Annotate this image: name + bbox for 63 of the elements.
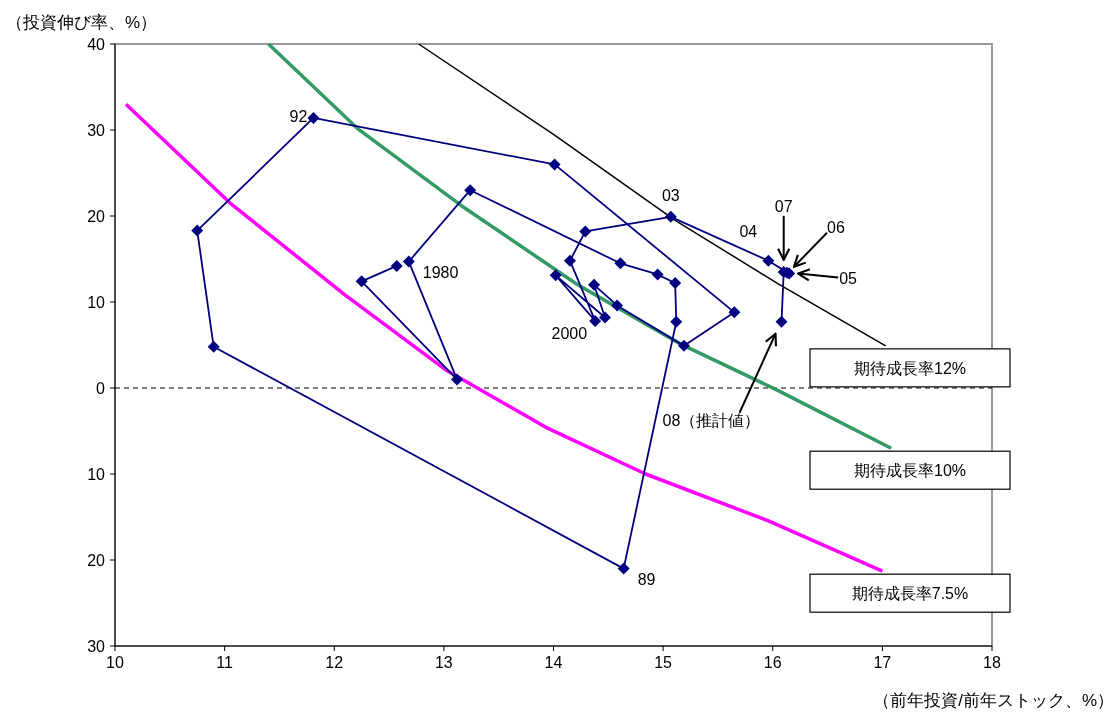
x-tick-label: 16 (763, 654, 782, 671)
point (614, 257, 627, 270)
x-tick-label: 17 (873, 654, 892, 671)
point (579, 225, 592, 238)
annotation: 07 (774, 197, 793, 215)
series-label: 期待成長率7.5% (851, 585, 969, 603)
y-tick-label: 40 (87, 35, 106, 53)
y-tick-label: 10 (87, 465, 106, 483)
annotation: 08（推計値） (662, 411, 761, 429)
point (611, 299, 624, 312)
annotation: 1980 (422, 263, 459, 281)
point (762, 254, 775, 267)
point (775, 315, 788, 328)
annotation: 05 (839, 269, 858, 287)
point (669, 277, 682, 290)
label-box: 期待成長率10% (809, 450, 1011, 490)
x-tick-label: 12 (325, 654, 344, 671)
annotation: 06 (827, 218, 845, 236)
point (402, 255, 415, 268)
point (191, 224, 204, 237)
point (651, 268, 664, 281)
point (464, 184, 477, 197)
y-tick-label: 30 (87, 121, 106, 139)
point (451, 373, 464, 386)
series-label: 期待成長率12% (853, 359, 967, 377)
point (589, 314, 602, 327)
point (549, 269, 562, 282)
y-axis-title: （投資伸び率、%） (6, 13, 158, 32)
annotation: 2000 (551, 324, 588, 342)
annotation: 03 (661, 186, 680, 204)
label-box: 期待成長率12% (809, 348, 1011, 388)
x-tick-label: 10 (106, 654, 124, 671)
y-tick-label: 0 (96, 379, 106, 397)
point (588, 278, 601, 291)
point (548, 158, 561, 171)
point (307, 111, 320, 124)
line-series (124, 102, 885, 573)
label-box: 期待成長率7.5% (809, 573, 1011, 613)
x-axis-title: （前年投資/前年ストック、%） (873, 691, 1114, 710)
x-tick-label: 14 (544, 654, 563, 671)
y-tick-label: 20 (87, 551, 106, 569)
line-series (417, 43, 887, 347)
point (599, 311, 612, 324)
x-tick-label: 18 (983, 654, 1001, 671)
point (677, 339, 690, 352)
point (617, 562, 630, 575)
annotation: 89 (637, 570, 656, 588)
y-tick-label: 10 (87, 293, 106, 311)
x-tick-label: 11 (216, 654, 234, 671)
point (664, 210, 677, 223)
y-tick-label: 30 (87, 637, 106, 655)
point (670, 315, 683, 328)
point (563, 254, 576, 267)
y-tick-label: 20 (87, 207, 106, 225)
annotation: 04 (739, 222, 758, 240)
annotation: 92 (289, 107, 308, 125)
x-tick-label: 15 (654, 654, 673, 671)
point (207, 340, 220, 353)
point (728, 306, 741, 319)
series-label: 期待成長率10% (853, 462, 967, 480)
point (355, 275, 368, 288)
point (390, 259, 403, 272)
x-tick-label: 13 (434, 654, 453, 671)
